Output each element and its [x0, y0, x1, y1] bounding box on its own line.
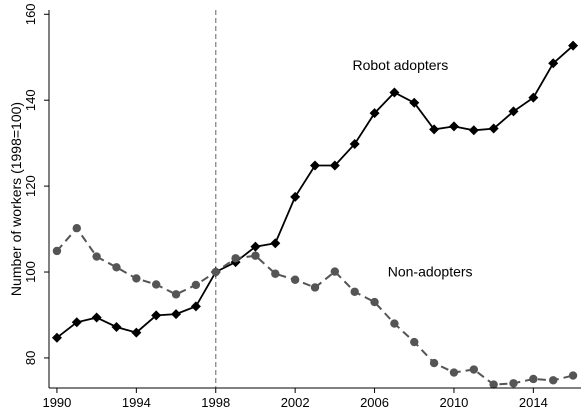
non-adopters-label: Non-adopters [388, 263, 473, 279]
non-adopters-point-2001 [271, 269, 280, 278]
non-adopters-point-2004 [330, 267, 340, 276]
non-adopters-point-1999 [231, 254, 240, 263]
robot-adopters-point-2010 [448, 121, 459, 132]
robot-adopters-point-2004 [329, 160, 340, 171]
robot-adopters-point-2002 [290, 191, 301, 202]
robot-adopters-point-2000 [250, 241, 261, 252]
robot-adopters-point-1992 [91, 312, 102, 323]
y-tick-label-120: 120 [23, 175, 38, 197]
non-adopters-line [56, 226, 574, 386]
y-tick-label-140: 140 [23, 89, 38, 111]
non-adopters-point-2015 [549, 376, 558, 385]
robot-adopters-point-2014 [528, 92, 539, 103]
robot-adopters-point-1997 [190, 301, 201, 312]
non-adopters-point-2005 [350, 287, 359, 296]
y-tick-label-100: 100 [23, 261, 38, 283]
plot-area [49, 10, 581, 388]
robot-adopters-point-2016 [568, 40, 579, 51]
non-adopters-point-2000 [251, 251, 260, 260]
robot-adopters-point-1993 [111, 322, 122, 333]
non-adopters-point-2009 [429, 358, 439, 368]
non-adopters-point-2016 [568, 371, 578, 380]
non-adopters-point-1995 [151, 280, 161, 289]
plot-frame [49, 10, 581, 388]
non-adopters-point-1996 [171, 290, 181, 299]
non-adopters-point-2012 [489, 380, 498, 389]
robot-adopters-point-2007 [389, 87, 400, 98]
robot-adopters-point-2006 [369, 108, 380, 119]
series-group [51, 40, 579, 389]
y-axis-title: Number of workers (1998=100) [8, 102, 24, 296]
robot-adopters-point-2011 [468, 125, 479, 136]
non-adopters-point-1998 [211, 267, 220, 277]
robot-adopters-point-2001 [270, 238, 281, 249]
non-adopters-point-1990 [52, 246, 62, 256]
x-tick-label-2002: 2002 [281, 395, 310, 410]
y-tick-label-80: 80 [23, 351, 38, 365]
robot-adopters-point-2009 [429, 124, 440, 135]
non-adopters-point-2011 [469, 365, 479, 374]
non-adopters-point-1997 [191, 280, 201, 290]
non-adopters-point-2014 [529, 374, 538, 384]
non-adopters-point-1994 [132, 274, 141, 283]
non-adopters-point-2010 [449, 368, 459, 377]
robot-adopters-point-1990 [51, 332, 62, 343]
x-tick-label-1994: 1994 [122, 395, 151, 410]
non-adopters-point-2003 [310, 283, 320, 292]
robot-adopters-point-2013 [508, 106, 519, 117]
non-adopters-point-2013 [509, 379, 518, 388]
non-adopters-point-2007 [390, 319, 399, 328]
axes: 80 100 120 140 160 1990 1994 1998 2002 2006 2010 20… [23, 3, 581, 410]
robot-adopters-label: Robot adopters [352, 57, 448, 73]
non-adopters-point-2006 [370, 297, 379, 307]
series-labels: Robot adopters Non-adopters [352, 57, 472, 279]
x-tick-label-1998: 1998 [201, 395, 230, 410]
non-adopters-point-1992 [92, 252, 101, 261]
robot-adopters-point-2005 [349, 139, 360, 150]
x-tick-label-2006: 2006 [360, 395, 389, 410]
robot-adopters-point-2015 [548, 58, 559, 69]
robot-adopters-point-2003 [310, 160, 320, 171]
non-adopters-point-1991 [72, 224, 81, 233]
robot-adopters-point-1991 [71, 317, 82, 328]
x-tick-label-2010: 2010 [439, 395, 468, 410]
non-adopters-point-1993 [112, 263, 121, 272]
non-adopters-point-2008 [410, 337, 419, 347]
robot-adopters-point-1996 [171, 309, 182, 320]
y-tick-label-160: 160 [23, 3, 38, 25]
x-tick-label-1990: 1990 [42, 395, 71, 410]
robot-adopters-point-2012 [488, 123, 499, 134]
non-adopters-point-2002 [290, 275, 300, 284]
x-tick-label-2014: 2014 [519, 395, 548, 410]
robot-adopters-point-2008 [409, 97, 420, 108]
robot-adopters-point-1994 [131, 327, 142, 338]
robot-adopters-point-1995 [151, 310, 162, 321]
